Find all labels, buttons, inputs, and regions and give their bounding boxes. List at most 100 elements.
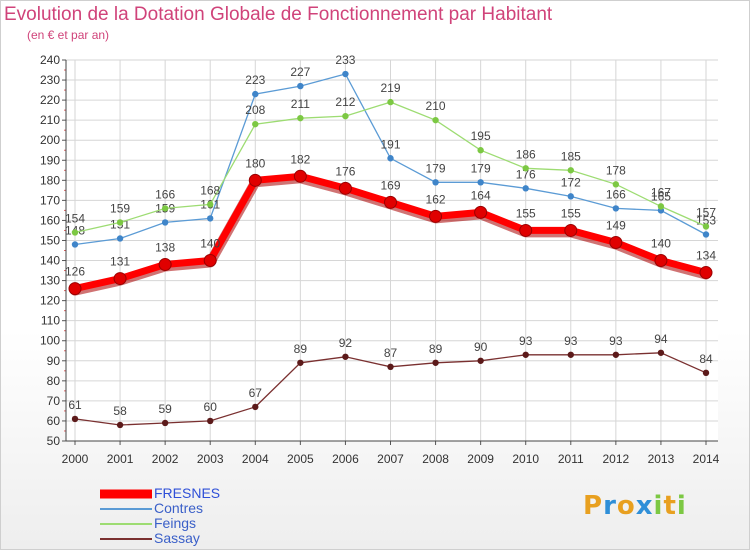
x-tick-label: 2013 bbox=[648, 452, 675, 466]
y-tick-label: 120 bbox=[40, 294, 60, 308]
data-point-feings bbox=[612, 181, 620, 188]
data-label-contres: 227 bbox=[290, 65, 310, 79]
data-point-contres bbox=[116, 235, 124, 242]
data-label-sassay: 94 bbox=[654, 332, 668, 346]
logo-letter: i bbox=[653, 491, 664, 521]
data-point-feings bbox=[702, 223, 710, 230]
data-point-sassay bbox=[387, 363, 394, 371]
data-point-contres bbox=[71, 241, 79, 248]
y-tick-label: 50 bbox=[47, 434, 61, 448]
data-label-sassay: 89 bbox=[294, 342, 308, 356]
data-point-sassay bbox=[116, 421, 124, 429]
data-point-fresnes bbox=[338, 181, 352, 195]
legend-swatch bbox=[100, 507, 152, 510]
data-point-fresnes bbox=[519, 223, 533, 237]
data-label-contres: 172 bbox=[561, 175, 581, 189]
y-tick-label: 80 bbox=[47, 374, 61, 388]
data-point-feings bbox=[116, 219, 124, 226]
data-label-feings: 211 bbox=[291, 97, 310, 111]
data-label-fresnes: 126 bbox=[65, 265, 85, 279]
y-tick-label: 110 bbox=[41, 314, 60, 328]
proxiti-logo: Proxiti bbox=[583, 491, 687, 521]
data-point-feings bbox=[161, 205, 169, 212]
data-point-fresnes bbox=[699, 266, 713, 280]
data-point-sassay bbox=[432, 359, 439, 366]
data-point-feings bbox=[207, 201, 214, 208]
chart-title: Evolution de la Dotation Globale de Fonc… bbox=[4, 4, 553, 25]
data-label-feings: 208 bbox=[245, 103, 265, 117]
data-point-feings bbox=[432, 116, 439, 124]
logo-letter: r bbox=[603, 491, 617, 521]
legend-label: FRESNES bbox=[154, 485, 221, 501]
data-label-feings: 185 bbox=[561, 149, 581, 163]
data-label-fresnes: 176 bbox=[335, 164, 355, 178]
y-tick-label: 100 bbox=[40, 334, 60, 348]
data-label-fresnes: 164 bbox=[471, 188, 491, 202]
data-label-fresnes: 140 bbox=[651, 237, 671, 251]
data-label-sassay: 93 bbox=[519, 334, 533, 348]
x-tick-label: 2014 bbox=[693, 452, 720, 466]
data-label-contres: 179 bbox=[426, 161, 446, 175]
data-label-contres: 176 bbox=[516, 167, 536, 181]
y-tick-label: 240 bbox=[40, 53, 60, 67]
data-label-fresnes: 138 bbox=[155, 241, 175, 255]
data-point-contres bbox=[477, 179, 484, 186]
data-label-feings: 212 bbox=[335, 95, 355, 109]
data-label-sassay: 90 bbox=[474, 340, 488, 354]
data-label-feings: 154 bbox=[65, 211, 85, 225]
logo-letter: P bbox=[583, 491, 604, 521]
x-tick-label: 2008 bbox=[422, 452, 449, 466]
data-point-fresnes bbox=[203, 254, 217, 268]
y-tick-label: 220 bbox=[40, 93, 60, 107]
data-label-sassay: 92 bbox=[339, 336, 353, 350]
data-label-fresnes: 134 bbox=[696, 249, 716, 263]
data-point-fresnes bbox=[654, 254, 668, 268]
x-tick-label: 2000 bbox=[62, 452, 89, 466]
data-label-feings: 178 bbox=[606, 163, 626, 177]
data-label-contres: 165 bbox=[651, 189, 671, 203]
data-point-sassay bbox=[702, 369, 710, 377]
data-point-fresnes bbox=[384, 195, 397, 209]
data-label-fresnes: 169 bbox=[380, 178, 400, 192]
data-point-fresnes bbox=[429, 209, 443, 223]
data-point-fresnes bbox=[564, 223, 578, 237]
data-label-feings: 166 bbox=[155, 187, 175, 201]
data-label-fresnes: 140 bbox=[200, 237, 220, 251]
legend-label: Sassay bbox=[154, 530, 200, 546]
data-point-fresnes bbox=[474, 205, 488, 219]
data-label-feings: 167 bbox=[651, 185, 671, 199]
data-point-contres bbox=[161, 219, 169, 226]
x-tick-label: 2003 bbox=[197, 452, 224, 466]
data-point-feings bbox=[71, 229, 79, 236]
data-label-sassay: 87 bbox=[384, 346, 398, 360]
chart-subtitle: (en € et par an) bbox=[27, 28, 110, 42]
legend-swatch bbox=[100, 489, 152, 498]
y-tick-label: 150 bbox=[40, 233, 60, 247]
data-point-fresnes bbox=[293, 169, 307, 183]
data-label-feings: 210 bbox=[426, 99, 446, 113]
x-tick-label: 2012 bbox=[603, 452, 630, 466]
x-tick-label: 2009 bbox=[467, 452, 494, 466]
x-tick-label: 2004 bbox=[242, 452, 269, 466]
data-point-sassay bbox=[252, 403, 259, 411]
data-label-sassay: 93 bbox=[609, 334, 623, 348]
y-tick-label: 90 bbox=[47, 354, 61, 368]
y-tick-label: 230 bbox=[40, 73, 60, 87]
data-label-fresnes: 149 bbox=[606, 218, 626, 232]
data-point-feings bbox=[297, 114, 304, 122]
data-point-fresnes bbox=[248, 173, 262, 187]
data-point-sassay bbox=[342, 353, 349, 360]
data-point-fresnes bbox=[113, 272, 127, 286]
legend-label: Feings bbox=[154, 515, 197, 531]
data-label-contres: 233 bbox=[335, 53, 355, 67]
data-label-contres: 223 bbox=[245, 73, 265, 87]
data-point-contres bbox=[432, 179, 439, 186]
data-point-feings bbox=[477, 147, 484, 154]
data-point-fresnes bbox=[609, 235, 623, 249]
data-point-sassay bbox=[657, 349, 665, 356]
logo-letter: i bbox=[676, 491, 687, 521]
data-point-contres bbox=[387, 155, 394, 162]
logo-letter: t bbox=[663, 491, 677, 521]
legend-label: Contres bbox=[154, 500, 204, 516]
